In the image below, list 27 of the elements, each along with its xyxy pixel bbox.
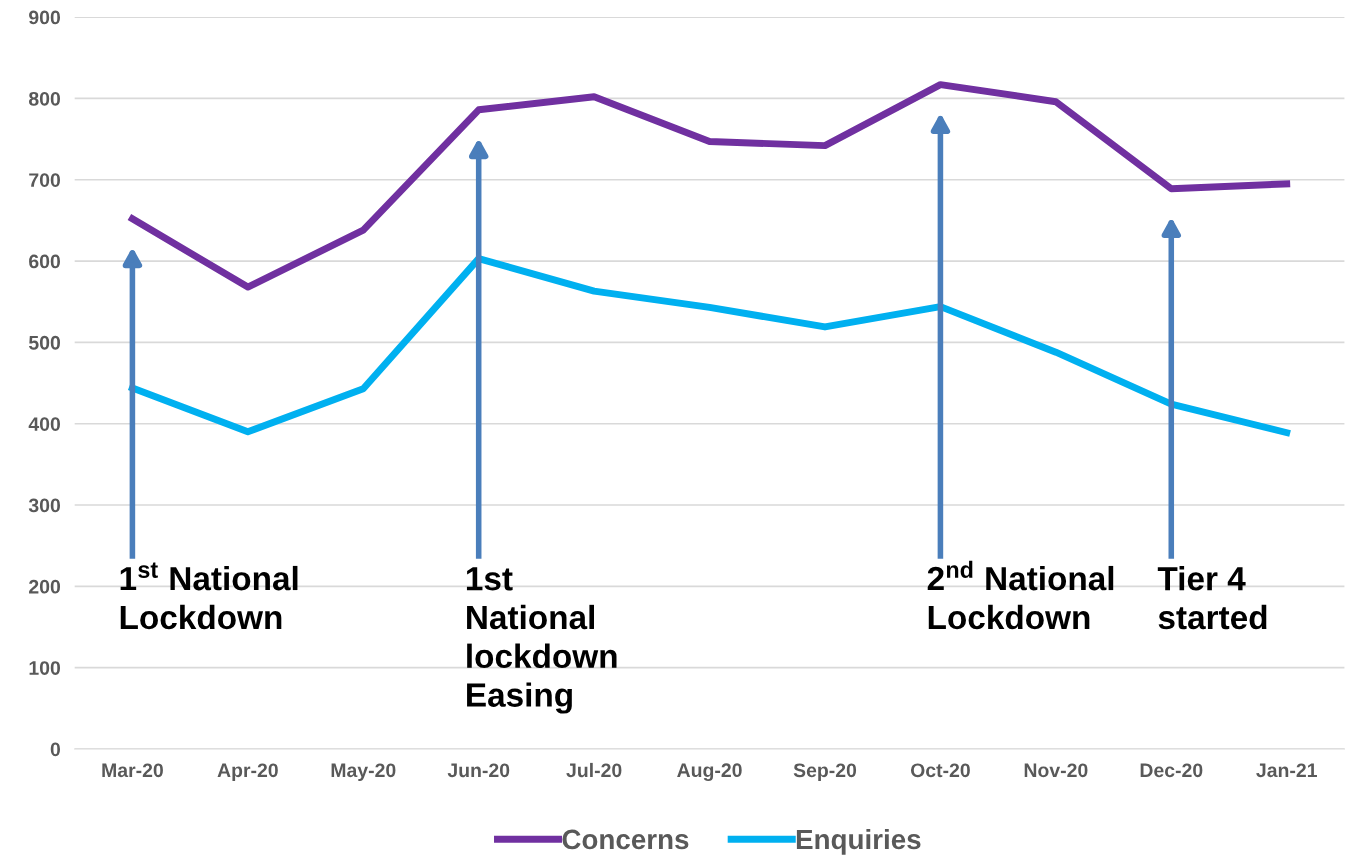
y-tick-label: 600 xyxy=(29,254,61,269)
y-tick-label: 400 xyxy=(28,417,61,431)
x-tick-label: Jan-21 xyxy=(1256,763,1317,778)
y-tick-label: 800 xyxy=(28,91,61,106)
x-tick-label: Mar-20 xyxy=(102,763,163,778)
x-tick-label: Aug-20 xyxy=(677,763,742,782)
x-tick-label: May-20 xyxy=(331,763,396,782)
y-tick-label: 300 xyxy=(28,498,61,513)
y-tick-label: 500 xyxy=(28,335,61,350)
y-tick-label: 200 xyxy=(29,579,61,594)
x-tick-label: Jul-20 xyxy=(566,762,622,778)
y-tick-label: 900 xyxy=(29,10,61,25)
legend-label: Concerns xyxy=(562,829,689,850)
x-tick-label: Oct-20 xyxy=(910,763,970,778)
x-tick-label: Sep-20 xyxy=(793,763,857,782)
ref-line-label: 1st National lockdown Easing xyxy=(466,567,617,714)
y-tick-label: 0 xyxy=(50,742,61,757)
y-tick-label: 700 xyxy=(29,173,61,187)
x-tick-label: Jun-20 xyxy=(447,763,510,778)
y-tick-label: 100 xyxy=(29,661,61,675)
ref-line-label: 2$^{nd}$ National Lockdown xyxy=(927,560,1114,630)
x-tick-label: Apr-20 xyxy=(217,763,278,782)
ref-line-label: 1$^{st}$ National Lockdown xyxy=(120,562,298,630)
x-tick-label: Dec-20 xyxy=(1140,763,1203,778)
legend-label: Enquiries xyxy=(796,828,921,855)
x-tick-label: Nov-20 xyxy=(1024,763,1088,778)
ref-line-label: Tier 4 started xyxy=(1157,566,1267,630)
